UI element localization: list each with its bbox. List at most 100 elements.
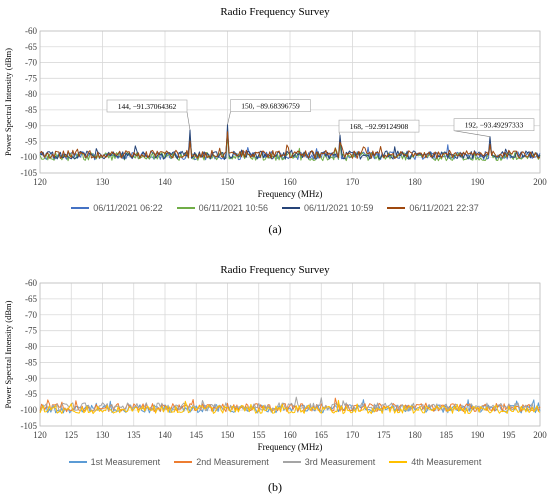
plot-area (39, 282, 541, 427)
legend-swatch (174, 461, 193, 463)
annotation-leader (227, 111, 231, 125)
x-tick-label: 190 (471, 430, 485, 440)
legend-entry: 06/11/2021 10:56 (176, 203, 268, 213)
y-tick-label: -90 (25, 373, 37, 383)
caption-b: (b) (268, 480, 282, 494)
annotation-box (338, 119, 420, 133)
x-tick-label: 195 (502, 430, 516, 440)
y-tick-label: -75 (25, 326, 37, 336)
y-tick-label: -80 (25, 89, 37, 99)
x-tick-label: 125 (65, 430, 79, 440)
y-tick-label: -65 (25, 294, 37, 304)
x-tick-label: 140 (158, 430, 172, 440)
y-axis-label: Power Spectral Intensity (dBm) (3, 300, 13, 408)
x-tick-label: 170 (346, 177, 360, 187)
y-tick-label: -70 (25, 310, 37, 320)
x-tick-label: 165 (315, 430, 329, 440)
chart-title: Radio Frequency Survey (220, 264, 330, 276)
legend-label: 2nd Measurement (196, 457, 269, 467)
x-tick-label: 160 (283, 430, 297, 440)
y-tick-label: -90 (25, 121, 37, 131)
legend-swatch (282, 461, 301, 463)
x-tick-label: 155 (252, 430, 266, 440)
chart-b-svg: Radio Frequency Survey -60 -65 -70 -75 -80 -85… (3, 264, 547, 452)
annotation-leader (338, 132, 341, 136)
caption-a: (a) (268, 222, 282, 236)
x-axis-label: Frequency (MHz) (258, 442, 323, 452)
legend-entry: 06/11/2021 22:37 (387, 203, 479, 213)
x-tick-label: 200 (533, 177, 547, 187)
legend-label: 06/11/2021 10:59 (304, 203, 374, 213)
y-tick-label: -80 (25, 342, 37, 352)
chart-title: Radio Frequency Survey (220, 6, 330, 18)
legend-swatch (71, 207, 90, 209)
chart-a-legend: 06/11/2021 06:22 06/11/2021 10:56 06/11/20… (0, 203, 550, 213)
legend-label: 06/11/2021 10:56 (198, 203, 268, 213)
series-line (39, 399, 541, 415)
annotation-box (453, 118, 535, 131)
y-tick-label: -105 (21, 168, 38, 178)
x-tick-label: 120 (33, 177, 47, 187)
legend-entry: 1st Measurement (68, 457, 161, 467)
y-tick-label: -85 (25, 105, 37, 115)
legend-label: 4th Measurement (411, 457, 482, 467)
legend-entry: 2nd Measurement (174, 457, 269, 467)
annotation-leader (186, 111, 191, 131)
y-tick-label: -65 (25, 42, 37, 52)
x-tick-label: 190 (471, 177, 485, 187)
x-tick-label: 145 (190, 430, 204, 440)
x-tick-label: 135 (127, 430, 141, 440)
x-tick-label: 120 (33, 430, 47, 440)
legend-label: 06/11/2021 22:37 (409, 203, 479, 213)
legend-swatch (389, 461, 408, 463)
y-tick-label: -95 (25, 389, 37, 399)
legend-swatch (282, 207, 300, 209)
series-line (39, 131, 541, 159)
annotation-label: 144, −91.37064362 (118, 102, 177, 111)
x-tick-label: 150 (221, 177, 235, 187)
x-tick-label: 200 (533, 430, 547, 440)
legend-label: 06/11/2021 06:22 (93, 203, 163, 213)
chart-a-svg: Radio Frequency Survey -60 -65 -70 -75 -80 -85… (3, 6, 547, 199)
legend-swatch (68, 461, 87, 463)
legend-swatch (176, 207, 195, 209)
legend-entry: 3rd Measurement (282, 457, 376, 467)
annotation-label: 192, −93.49297333 (465, 121, 524, 130)
y-axis-label: Power Spectral Intensity (dBm) (3, 48, 13, 156)
y-tick-label: -75 (25, 73, 37, 83)
y-tick-label: -60 (25, 278, 37, 288)
x-tick-label: 175 (377, 430, 391, 440)
y-tick-label: -85 (25, 357, 37, 367)
annotation-label: 150, −89.68396759 (241, 102, 300, 111)
chart-a: Radio Frequency Survey -60 -65 -70 -75 -80 -85… (0, 0, 550, 200)
annotation-box (230, 99, 311, 112)
legend-swatch (387, 207, 406, 209)
x-tick-label: 170 (346, 430, 360, 440)
legend-entry: 4th Measurement (389, 457, 481, 467)
y-tick-label: -100 (21, 405, 38, 415)
y-tick-label: -60 (25, 26, 37, 36)
x-tick-label: 130 (96, 430, 110, 440)
annotation-label: 168, −92.99124908 (350, 122, 409, 131)
annotation-leader (453, 130, 491, 137)
legend-entry: 06/11/2021 06:22 (71, 203, 163, 213)
y-tick-label: -105 (21, 421, 38, 431)
legend-label: 3rd Measurement (304, 457, 376, 467)
chart-b-legend: 1st Measurement 2nd Measurement 3rd Measur… (0, 457, 550, 467)
legend-label: 1st Measurement (90, 457, 161, 467)
x-tick-label: 185 (440, 430, 454, 440)
x-tick-label: 160 (283, 177, 297, 187)
x-axis-label: Frequency (MHz) (258, 189, 323, 199)
x-tick-label: 180 (408, 430, 422, 440)
legend-entry: 06/11/2021 10:59 (282, 203, 373, 213)
y-tick-label: -100 (21, 152, 38, 162)
x-tick-label: 130 (96, 177, 110, 187)
plot-area (39, 30, 541, 174)
chart-b: Radio Frequency Survey -60 -65 -70 -75 -80 -85… (0, 258, 550, 458)
y-tick-label: -95 (25, 136, 37, 146)
x-tick-label: 140 (158, 177, 172, 187)
y-tick-label: -70 (25, 58, 37, 68)
x-tick-label: 180 (408, 177, 422, 187)
x-tick-label: 150 (221, 430, 235, 440)
annotation-box (106, 99, 188, 113)
